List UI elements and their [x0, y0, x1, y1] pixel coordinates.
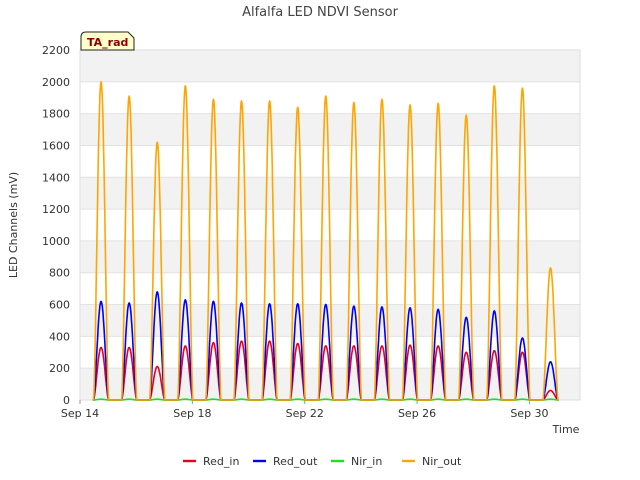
legend: Red_in Red_out Nir_in Nir_out: [183, 455, 462, 468]
x-tick-label: Sep 18: [173, 407, 211, 420]
y-tick-label: 400: [49, 330, 70, 343]
plot-band: [80, 177, 580, 210]
series-line-red-in: [92, 340, 559, 401]
plot-band: [80, 113, 580, 146]
y-tick-label: 600: [49, 299, 70, 312]
y-tick-label: 200: [49, 362, 70, 375]
badge-label: TA_rad: [87, 36, 128, 49]
y-tick-label: 0: [63, 394, 70, 407]
y-tick-label: 1800: [42, 108, 70, 121]
y-tick-label: 2000: [42, 76, 70, 89]
y-tick-labels: 0 200 400 600 800 1000 1200 1400 1600 1800 2000 220…: [42, 44, 70, 407]
badge: TA_rad: [80, 31, 135, 51]
x-tick-label: Sep 30: [510, 407, 548, 420]
y-tick-label: 800: [49, 267, 70, 280]
y-axis-label: LED Channels (mV): [7, 172, 20, 278]
x-tick-label: Sep 22: [286, 407, 324, 420]
y-tick-label: 1400: [42, 171, 70, 184]
series-line-nir-out: [92, 81, 559, 401]
y-tick-label: 2200: [42, 44, 70, 57]
badge-box: [80, 31, 135, 51]
y-tick-label: 1000: [42, 235, 70, 248]
legend-label: Nir_out: [422, 455, 462, 468]
legend-label: Red_in: [203, 455, 239, 468]
plot-band: [80, 50, 580, 82]
chart-title: Alfalfa LED NDVI Sensor: [242, 5, 399, 20]
legend-label: Nir_in: [351, 455, 382, 468]
legend-label: Red_out: [273, 455, 318, 468]
x-tick-label: Sep 26: [398, 407, 436, 420]
x-tick-label: Sep 14: [61, 407, 99, 420]
y-tick-label: 1200: [42, 203, 70, 216]
y-tick-label: 1600: [42, 139, 70, 152]
series-line-nir-in: [92, 398, 559, 401]
series-lines: [92, 81, 559, 401]
series-line-red-out: [92, 291, 559, 401]
x-axis-label: Time: [552, 423, 580, 436]
x-tick-labels: Sep 14 Sep 18 Sep 22 Sep 26 Sep 30: [61, 400, 549, 420]
